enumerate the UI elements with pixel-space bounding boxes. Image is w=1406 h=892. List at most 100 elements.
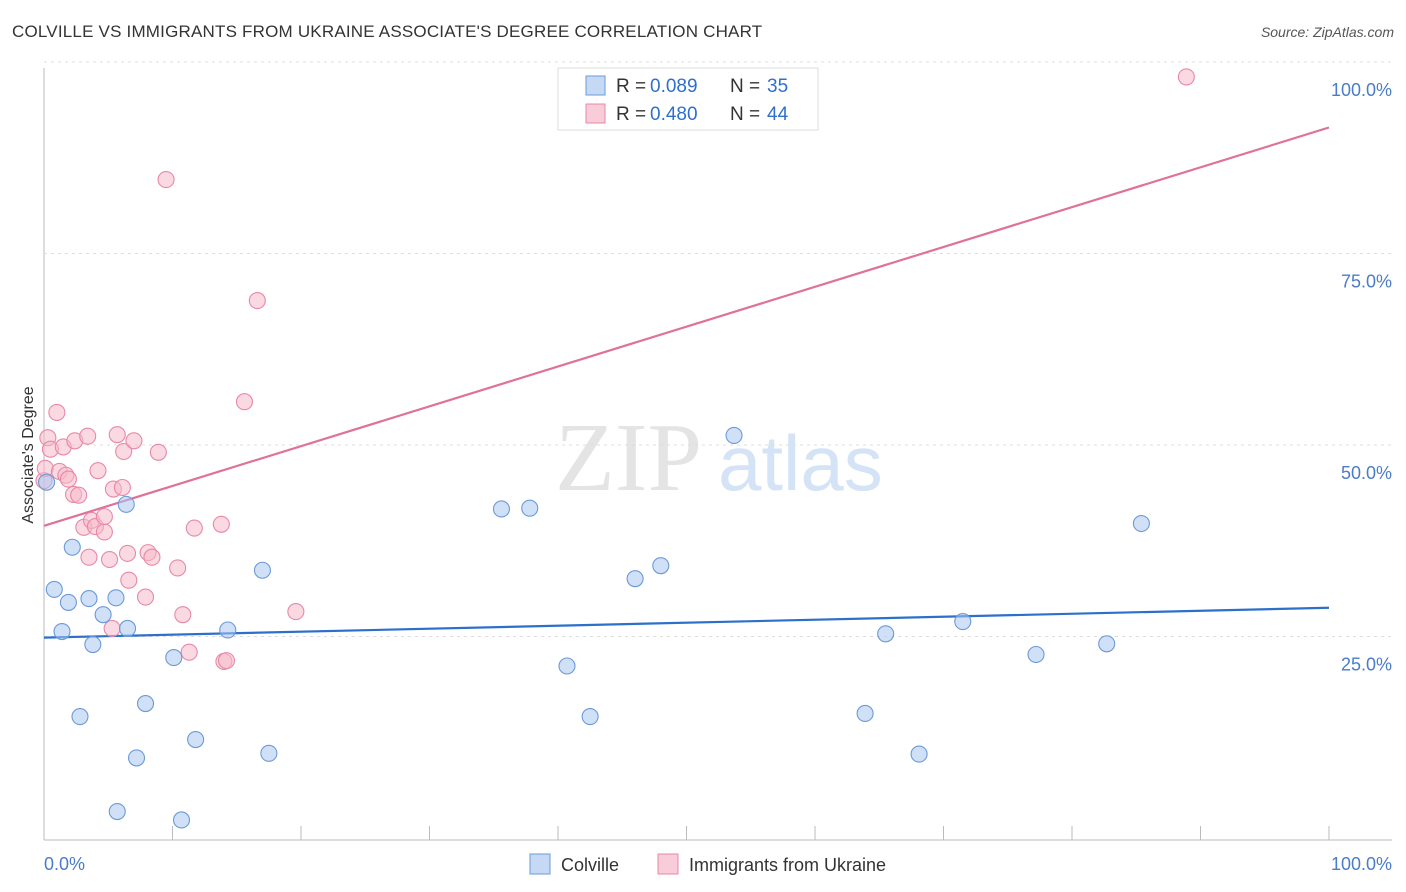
point-colville (1132, 514, 1150, 533)
point-ukraine (248, 292, 266, 310)
legend-r-label-colville: R = (616, 76, 646, 97)
point-colville (136, 694, 155, 713)
point-colville (84, 635, 102, 654)
point-colville (172, 811, 191, 829)
y-tick-label: 100.0% (1331, 80, 1392, 100)
y-tick-label: 75.0% (1341, 272, 1392, 292)
legend-n-value-colville: 35 (767, 76, 788, 97)
point-ukraine (180, 643, 198, 661)
point-colville (165, 649, 183, 667)
point-colville (581, 707, 599, 726)
y-tick-label: 25.0% (1341, 655, 1392, 675)
point-colville (127, 749, 146, 767)
point-ukraine (95, 508, 113, 526)
legend-swatch-ukraine (585, 103, 606, 124)
point-colville (94, 606, 112, 624)
point-ukraine (149, 443, 167, 461)
point-colville (652, 557, 670, 575)
y-tick-label: 50.0% (1341, 463, 1392, 483)
series-legend-label-ukraine: Immigrants from Ukraine (689, 855, 886, 875)
watermark-zip: ZIP (555, 404, 702, 512)
point-ukraine (1177, 68, 1195, 86)
point-ukraine (217, 652, 236, 670)
point-colville (910, 745, 928, 763)
point-colville (45, 580, 63, 598)
grid-lines (44, 61, 1392, 637)
point-colville (521, 499, 539, 517)
point-ukraine (287, 603, 305, 621)
point-colville (954, 613, 972, 631)
point-colville (219, 621, 237, 639)
chart-source: Source: ZipAtlas.com (1260, 24, 1394, 40)
point-colville (63, 538, 81, 556)
point-colville (38, 473, 56, 491)
x-tick-label-min: 0.0% (44, 854, 85, 874)
point-ukraine (157, 171, 175, 189)
point-ukraine (80, 548, 98, 566)
point-ukraine (59, 470, 77, 488)
point-ukraine (125, 432, 143, 450)
series-legend-swatch-ukraine (657, 853, 679, 875)
point-ukraine (115, 442, 133, 461)
point-colville (107, 589, 125, 607)
point-colville (187, 730, 205, 749)
point-colville (253, 561, 272, 579)
point-ukraine (235, 393, 254, 411)
point-ukraine (108, 426, 126, 444)
point-ukraine (143, 548, 161, 566)
point-ukraine (136, 588, 155, 606)
legend-r-value-colville: 0.089 (650, 76, 698, 97)
legend-n-value-ukraine: 44 (767, 104, 789, 125)
legend-n-label-colville: N = (730, 76, 760, 97)
point-ukraine (95, 523, 113, 541)
y-tick-labels: 25.0% 50.0% 75.0% 100.0% (1331, 80, 1392, 675)
point-colville (108, 802, 126, 821)
point-colville (80, 590, 98, 608)
point-colville (558, 657, 576, 675)
point-colville (53, 622, 71, 641)
series-legend-label-colville: Colville (561, 855, 619, 875)
point-ukraine (120, 571, 138, 589)
point-ukraine (212, 515, 230, 533)
point-colville (59, 593, 77, 611)
chart-title: COLVILLE VS IMMIGRANTS FROM UKRAINE ASSO… (12, 22, 763, 41)
point-colville (260, 744, 278, 762)
point-ukraine (70, 486, 88, 504)
watermark-atlas: atlas (718, 419, 883, 507)
point-ukraine (113, 478, 131, 497)
legend-n-label-ukraine: N = (730, 104, 760, 125)
point-ukraine (118, 544, 137, 562)
point-ukraine (169, 559, 187, 577)
series-legend-swatch-colville (529, 853, 551, 875)
point-colville (492, 500, 511, 518)
scatter-points (35, 68, 1195, 829)
point-colville (118, 619, 137, 638)
point-colville (877, 625, 895, 643)
point-ukraine (174, 606, 192, 624)
point-colville (856, 704, 874, 723)
stats-legend: R = 0.089 N = 35 R = 0.480 N = 44 (557, 67, 819, 131)
x-ticks (43, 826, 1330, 840)
legend-swatch-colville (585, 75, 606, 96)
point-ukraine (48, 403, 66, 421)
series-legend: Colville Immigrants from Ukraine (529, 853, 886, 875)
point-colville (71, 707, 89, 726)
trend-line-ukraine (43, 126, 1330, 527)
point-ukraine (103, 619, 121, 638)
y-axis-title: Associate's Degree (20, 386, 37, 523)
point-ukraine (100, 550, 119, 569)
point-colville (626, 570, 644, 588)
point-colville (117, 495, 135, 513)
point-colville (725, 426, 743, 444)
trend-lines (43, 126, 1330, 639)
point-ukraine (79, 427, 97, 445)
trend-line-colville (43, 606, 1330, 639)
legend-r-value-ukraine: 0.480 (650, 104, 698, 125)
point-colville (1027, 645, 1045, 664)
x-tick-label-max: 100.0% (1331, 854, 1392, 874)
point-ukraine (185, 519, 203, 537)
point-ukraine (89, 462, 107, 480)
legend-r-label-ukraine: R = (616, 104, 646, 125)
point-colville (1098, 635, 1116, 653)
